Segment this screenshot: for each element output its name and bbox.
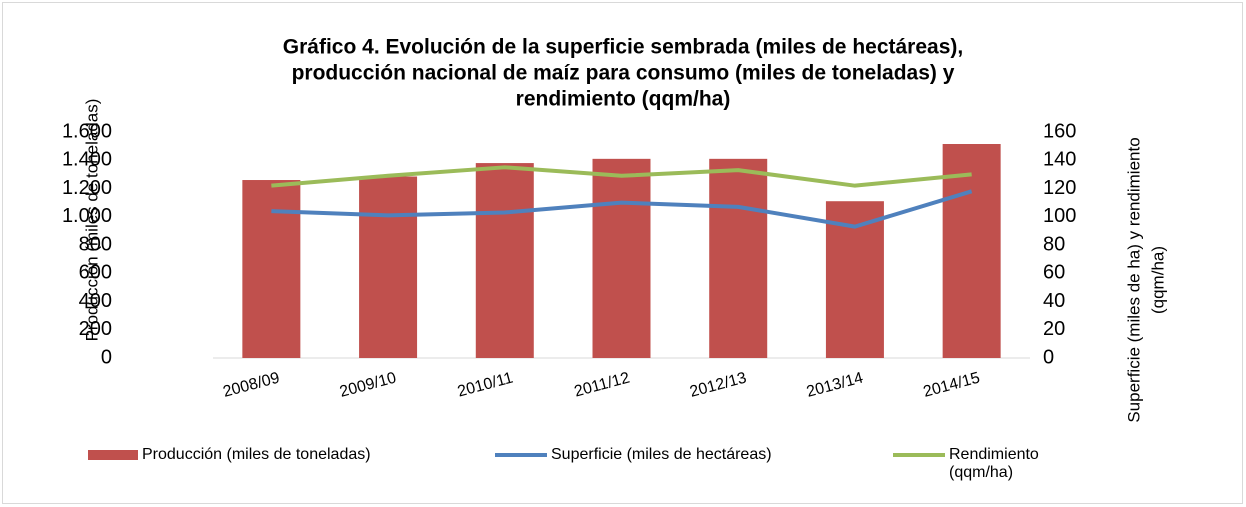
y2-tick-label: 40	[1043, 290, 1065, 312]
legend-swatch	[893, 453, 945, 457]
y-tick-label: 0	[101, 346, 112, 368]
chart-title: Gráfico 4. Evolución de la superficie se…	[283, 36, 963, 59]
y2-tick-label: 160	[1043, 120, 1076, 142]
legend-label: Superficie (miles de hectáreas)	[551, 446, 772, 463]
bar	[242, 180, 301, 358]
chart-title: producción nacional de maíz para consumo…	[292, 62, 955, 85]
y2-axis-title: Superficie (miles de ha) y rendimiento	[1124, 137, 1143, 422]
y2-tick-label: 20	[1043, 318, 1065, 340]
chart-title: rendimiento (qqm/ha)	[516, 88, 731, 111]
y-tick-label: 200	[79, 318, 112, 340]
bar	[592, 158, 651, 358]
y-tick-label: 800	[79, 233, 112, 255]
line-series	[271, 189, 973, 229]
y-tick-label: 1.600	[62, 120, 112, 142]
y2-axis-title: (qqm/ha)	[1148, 246, 1167, 314]
line-series	[271, 165, 972, 188]
y-tick-label: 1.400	[62, 149, 112, 171]
y-axis-title: Producción (miles de toneladas)	[82, 99, 101, 342]
bar	[359, 176, 418, 358]
legend-item: Producción (miles de toneladas)	[88, 446, 371, 464]
legend-item: Rendimiento (qqm/ha)	[893, 446, 1074, 482]
legend-label: Producción (miles de toneladas)	[142, 446, 371, 463]
legend-item: Superficie (miles de hectáreas)	[495, 446, 772, 464]
bar	[942, 144, 1001, 358]
y2-tick-label: 60	[1043, 262, 1065, 284]
y2-tick-label: 0	[1043, 346, 1054, 368]
y2-tick-label: 80	[1043, 233, 1065, 255]
y2-tick-label: 140	[1043, 149, 1076, 171]
y-tick-label: 400	[79, 290, 112, 312]
y-tick-label: 1.200	[62, 177, 112, 199]
y2-tick-label: 100	[1043, 205, 1076, 227]
bar	[475, 163, 534, 358]
y-tick-label: 1.000	[62, 205, 112, 227]
legend-swatch	[495, 453, 547, 457]
bar	[709, 158, 768, 358]
y2-tick-label: 120	[1043, 177, 1076, 199]
legend-label: Rendimiento (qqm/ha)	[949, 446, 1039, 481]
legend-swatch	[88, 450, 138, 460]
y-tick-label: 600	[79, 262, 112, 284]
